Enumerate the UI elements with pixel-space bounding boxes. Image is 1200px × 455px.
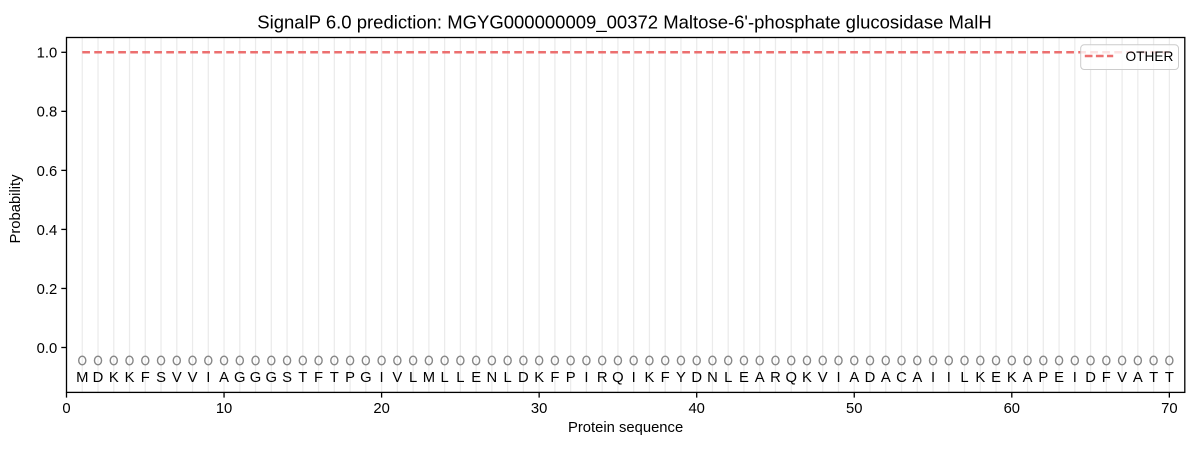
svg-text:0.2: 0.2 bbox=[37, 282, 58, 298]
svg-text:0: 0 bbox=[62, 401, 70, 417]
svg-text:10: 10 bbox=[216, 401, 232, 417]
svg-text:Protein sequence: Protein sequence bbox=[568, 420, 683, 436]
svg-text:0.8: 0.8 bbox=[37, 105, 58, 121]
svg-text:1.0: 1.0 bbox=[37, 46, 58, 62]
svg-text:0.6: 0.6 bbox=[37, 164, 58, 180]
svg-text:70: 70 bbox=[1161, 401, 1177, 417]
svg-text:Probability: Probability bbox=[8, 174, 24, 244]
svg-text:0.0: 0.0 bbox=[37, 341, 58, 357]
svg-text:50: 50 bbox=[846, 401, 862, 417]
svg-text:OTHER: OTHER bbox=[1126, 49, 1174, 64]
svg-text:40: 40 bbox=[688, 401, 704, 417]
svg-text:60: 60 bbox=[1004, 401, 1020, 417]
svg-text:20: 20 bbox=[373, 401, 389, 417]
svg-text:0.4: 0.4 bbox=[37, 223, 58, 239]
svg-text:30: 30 bbox=[531, 401, 547, 417]
svg-text:SignalP 6.0 prediction: MGYG00: SignalP 6.0 prediction: MGYG000000009_00… bbox=[257, 12, 991, 34]
